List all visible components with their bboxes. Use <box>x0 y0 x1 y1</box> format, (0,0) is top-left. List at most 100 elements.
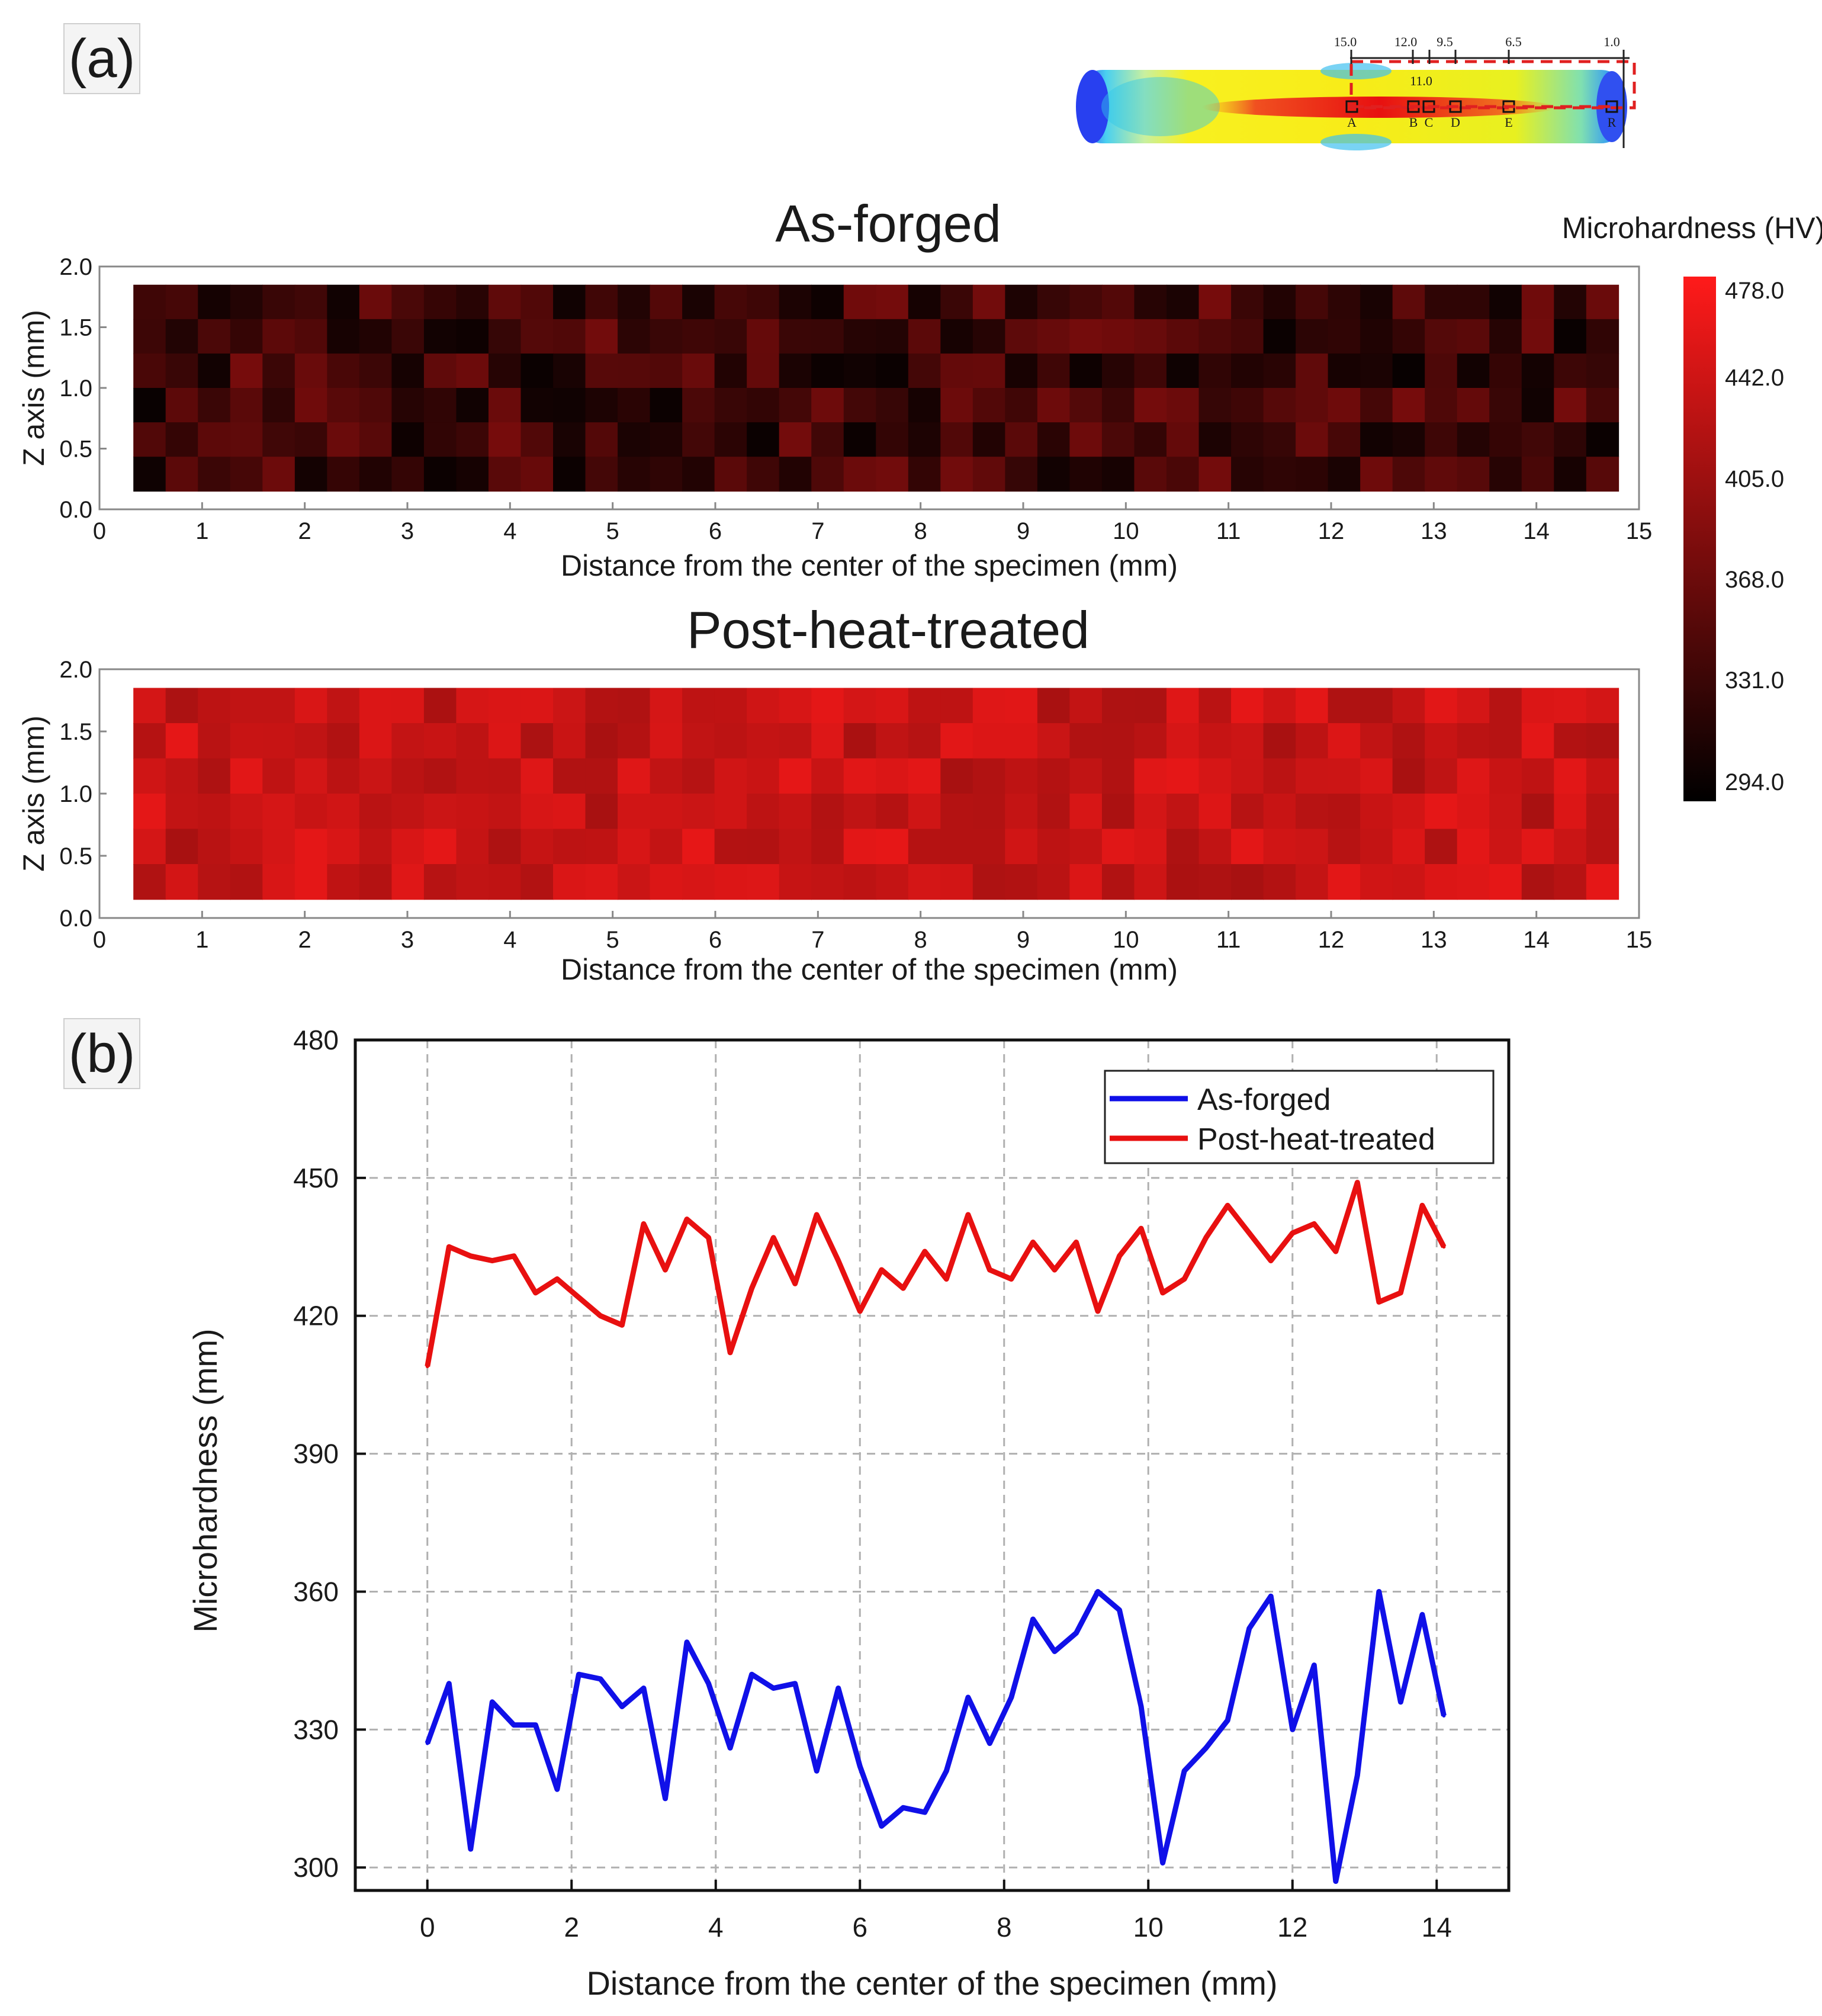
heatmap-cell <box>165 457 199 492</box>
heatmap-cell <box>650 284 683 320</box>
heatmap-cell <box>682 864 715 900</box>
data-point-as-forged <box>577 1672 581 1677</box>
measurement-point-label: D <box>1451 115 1460 130</box>
data-point-as-forged <box>425 1741 429 1745</box>
heatmap-cell <box>359 794 393 830</box>
heatmap-cell <box>1069 284 1103 320</box>
heatmap-cell <box>1134 457 1167 492</box>
heatmap-cell <box>1134 829 1167 865</box>
specimen-cool-zone-left <box>1101 77 1220 136</box>
heatmap-cell <box>230 723 264 759</box>
heatmap-cell <box>876 388 909 423</box>
heatmap-cell <box>1328 829 1361 865</box>
heatmap-cell <box>1457 353 1490 389</box>
heatmap-cell <box>714 758 747 794</box>
y-tick-label: 1.0 <box>59 375 92 402</box>
colorbar-tick-label: 442.0 <box>1725 365 1784 391</box>
data-point-post-heat-treated <box>966 1213 970 1216</box>
heatmap-cell <box>1037 758 1071 794</box>
heatmap-cell <box>165 723 199 759</box>
heatmap-cell <box>747 688 780 724</box>
heatmap-cell <box>1489 723 1522 759</box>
heatmap-cell <box>133 758 166 794</box>
heatmap-cell <box>1005 758 1038 794</box>
x-tick-label: 7 <box>811 927 824 953</box>
heatmap-cell <box>488 319 522 354</box>
heatmap-cell <box>294 723 328 759</box>
heatmap-cell <box>1296 422 1329 457</box>
heatmap-cell <box>456 284 489 320</box>
heatmap-cell <box>1069 758 1103 794</box>
heatmap-cell <box>811 723 844 759</box>
heatmap-cell <box>618 723 651 759</box>
x-tick-label: 11 <box>1216 927 1241 953</box>
heatmap-cell <box>811 319 844 354</box>
heatmap-cell <box>843 688 877 724</box>
dimension-label: 6.5 <box>1505 34 1522 49</box>
heatmap-cell <box>1263 688 1296 724</box>
heatmap-cell <box>650 422 683 457</box>
heatmap-cell <box>1231 829 1264 865</box>
heatmap-cell <box>423 758 457 794</box>
y-tick-label: 420 <box>293 1301 339 1331</box>
heatmap-cell <box>1425 388 1458 423</box>
heatmap-cell <box>359 388 393 423</box>
heatmap-cell <box>1037 353 1071 389</box>
legend-label-as-forged: As-forged <box>1197 1083 1331 1117</box>
heatmap-cell <box>972 388 1006 423</box>
heatmap-cell <box>1198 284 1232 320</box>
heatmap-cell <box>585 864 618 900</box>
heatmap-cell <box>714 864 747 900</box>
heatmap-cell <box>779 284 812 320</box>
heatmap-cell <box>1489 388 1522 423</box>
heatmap-cell <box>1489 688 1522 724</box>
heatmap-cell <box>520 422 554 457</box>
heatmap-cell <box>747 723 780 759</box>
x-tick-label: 12 <box>1318 927 1345 953</box>
heatmap-cell <box>650 353 683 389</box>
heatmap-cell <box>876 688 909 724</box>
heatmap-cell <box>972 457 1006 492</box>
heatmap-cell <box>165 353 199 389</box>
heatmap-cell <box>133 353 166 389</box>
heatmap-cell <box>876 829 909 865</box>
data-point-as-forged <box>1204 1746 1208 1750</box>
data-point-as-forged <box>512 1723 516 1727</box>
data-point-post-heat-treated <box>534 1291 538 1295</box>
heatmap-cell <box>230 388 264 423</box>
x-tick-label: 14 <box>1422 1912 1452 1943</box>
data-point-as-forged <box>772 1686 776 1690</box>
heatmap-cell <box>1328 794 1361 830</box>
x-tick-label: 14 <box>1523 518 1550 544</box>
heatmap-cell <box>1069 457 1103 492</box>
heatmap-cell <box>908 829 941 865</box>
heatmap-cell <box>391 457 425 492</box>
heatmap-cell <box>714 422 747 457</box>
heatmap-cell <box>262 284 295 320</box>
y-tick-label: 0.5 <box>59 843 92 869</box>
data-point-post-heat-treated <box>1333 1250 1338 1254</box>
heatmap-cell <box>811 758 844 794</box>
heatmap-cell <box>1360 794 1393 830</box>
line-chart: 0 2 4 6 8 10 12 14 300 330 360 390 420 450 480 Distan… <box>187 1025 1511 2002</box>
heatmap-cell <box>327 794 360 830</box>
heatmap-cell <box>1166 353 1200 389</box>
heatmap-cell <box>1166 388 1200 423</box>
heatmap-cell <box>1328 864 1361 900</box>
heatmap-cell <box>1489 794 1522 830</box>
heatmap-cell <box>423 457 457 492</box>
heatmap-cell <box>423 688 457 724</box>
heatmap-cell <box>908 422 941 457</box>
heatmap-cell <box>876 319 909 354</box>
heatmap-cell <box>1069 353 1103 389</box>
heatmap-cell <box>1198 758 1232 794</box>
heatmap-cell <box>423 422 457 457</box>
data-point-post-heat-treated <box>1290 1231 1294 1235</box>
heatmap-cell <box>1457 829 1490 865</box>
heatmap-cell <box>1037 829 1071 865</box>
heatmap-cell <box>391 758 425 794</box>
heatmap-cell <box>1263 457 1296 492</box>
colorbar-tick-label: 405.0 <box>1725 466 1784 492</box>
heatmap-cell <box>1554 353 1587 389</box>
